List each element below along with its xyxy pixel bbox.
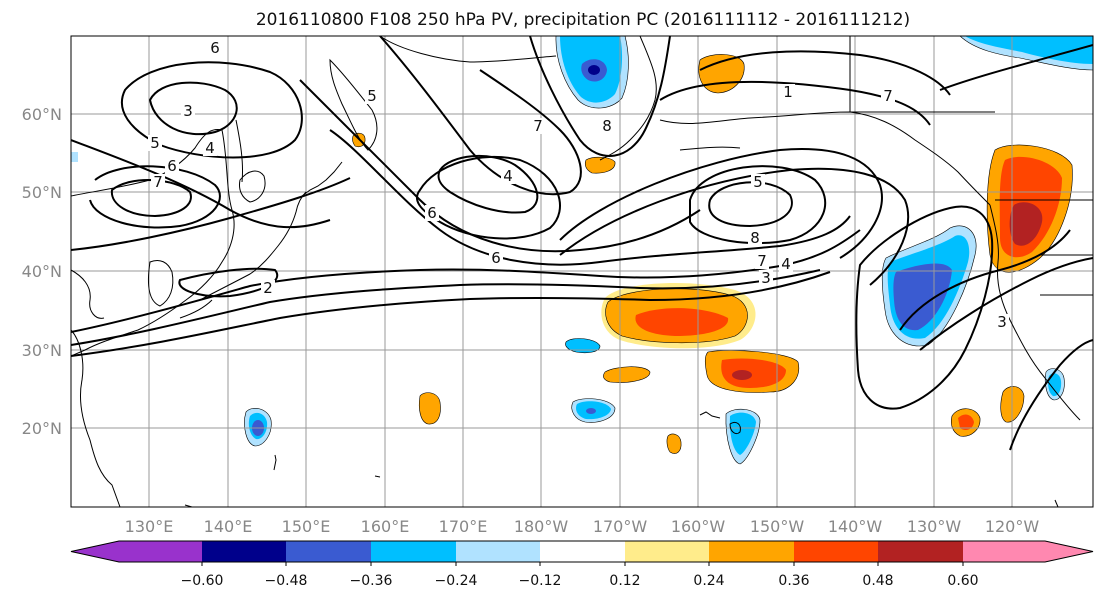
map-gridlines (71, 36, 1093, 507)
colorbar-tick-label: −0.12 (519, 573, 562, 589)
pv-contours (71, 36, 1093, 451)
contour-label: 6 (427, 204, 437, 222)
contour-label-mask (748, 230, 762, 246)
latitude-tick-label: 50°N (22, 183, 62, 202)
colorbar-bin (202, 541, 286, 562)
contour-label: 2 (263, 279, 273, 297)
longitude-tick-label: 180°W (514, 517, 569, 536)
contour-label: 7 (757, 252, 767, 270)
contour-label-mask (151, 174, 165, 190)
contour-label: 4 (781, 255, 791, 273)
contour-label: 8 (602, 117, 612, 135)
colorbar-bin (625, 541, 709, 562)
contour-label-mask (261, 280, 275, 296)
colorbar-tick-label: −0.48 (265, 573, 308, 589)
contour-label-mask (148, 135, 162, 151)
colorbar-bin (878, 541, 963, 562)
contour-label-mask (181, 103, 195, 119)
contour-label-mask (208, 40, 222, 56)
colorbar-tick-label: 0.24 (693, 573, 724, 589)
contour-label-mask (203, 140, 217, 156)
contour-label-mask (531, 118, 545, 134)
contour-label-mask (995, 314, 1009, 330)
contour-label: 3 (183, 102, 193, 120)
colorbar-outline (70, 540, 1094, 563)
latitude-tick-labels: 60°N 50°N 40°N 30°N 20°N (22, 105, 62, 438)
colorbar-tick-label: −0.24 (435, 573, 478, 589)
contour-label: 7 (883, 87, 893, 105)
contour-label: 6 (210, 39, 220, 57)
contour-label: 8 (750, 229, 760, 247)
contour-label-mask (165, 158, 179, 174)
colorbar-bin (540, 541, 625, 562)
colorbar-tick-label: 0.36 (778, 573, 809, 589)
longitude-tick-label: 150°E (282, 517, 331, 536)
longitude-tick-label: 160°E (361, 517, 410, 536)
colorbar-tick-label: −0.60 (181, 573, 224, 589)
colorbar-tick-labels: −0.60 −0.48 −0.36 −0.24 −0.12 0.12 0.24 0.36 0.4… (181, 562, 979, 589)
contour-label-mask (781, 84, 795, 100)
contour-label: 5 (367, 87, 377, 105)
colorbar-bin (709, 541, 794, 562)
latitude-tick-label: 20°N (22, 419, 62, 438)
contour-label: 6 (491, 249, 501, 267)
contour-label: 4 (205, 139, 215, 157)
contour-label: 1 (783, 83, 793, 101)
colorbar-bin (794, 541, 878, 562)
contour-label-mask (755, 253, 769, 269)
latitude-tick-label: 40°N (22, 262, 62, 281)
contour-label: 5 (753, 173, 763, 191)
contour-label-mask (425, 205, 439, 221)
precipitation-shading (71, 36, 1093, 465)
contour-label: 6 (167, 157, 177, 175)
contour-label-mask (759, 270, 773, 286)
latitude-tick-label: 60°N (22, 105, 62, 124)
longitude-tick-label: 170°W (593, 517, 648, 536)
contour-label-mask (501, 168, 515, 184)
colorbar-tick-label: 0.48 (862, 573, 893, 589)
colorbar-bin (456, 541, 540, 562)
colorbar-extend-max (963, 541, 1093, 562)
colorbar (70, 540, 1094, 563)
contour-label: 3 (761, 269, 771, 287)
longitude-tick-label: 160°W (671, 517, 726, 536)
contour-label-mask (881, 88, 895, 104)
longitude-tick-label: 150°W (750, 517, 805, 536)
longitude-tick-label: 130°E (125, 517, 174, 536)
contour-label: 5 (150, 134, 160, 152)
contour-label: 7 (153, 173, 163, 191)
longitude-tick-label: 140°E (204, 517, 253, 536)
latitude-tick-label: 30°N (22, 341, 62, 360)
map-frame (70, 35, 1094, 508)
colorbar-extend-min (71, 541, 202, 562)
contour-label: 7 (533, 117, 543, 135)
colorbar-tick-label: 0.60 (947, 573, 978, 589)
colorbar-tick-label: 0.12 (609, 573, 640, 589)
contour-label: 3 (997, 313, 1007, 331)
longitude-tick-label: 140°W (828, 517, 883, 536)
figure-title: 2016110800 F108 250 hPa PV, precipitatio… (256, 10, 910, 30)
longitude-tick-label: 120°W (985, 517, 1040, 536)
contour-label-mask (751, 174, 765, 190)
colorbar-bin (371, 541, 456, 562)
longitude-tick-labels: 130°E 140°E 150°E 160°E 170°E 180°W 170°W 160°W… (125, 517, 1040, 536)
longitude-tick-label: 130°W (907, 517, 962, 536)
contour-label-mask (365, 88, 379, 104)
colorbar-tick-label: −0.36 (350, 573, 393, 589)
contour-label-mask (489, 250, 503, 266)
contour-label-mask (600, 118, 614, 134)
colorbar-bin (286, 541, 371, 562)
contour-label: 4 (503, 167, 513, 185)
longitude-tick-label: 170°E (439, 517, 488, 536)
contour-label-mask (779, 256, 793, 272)
